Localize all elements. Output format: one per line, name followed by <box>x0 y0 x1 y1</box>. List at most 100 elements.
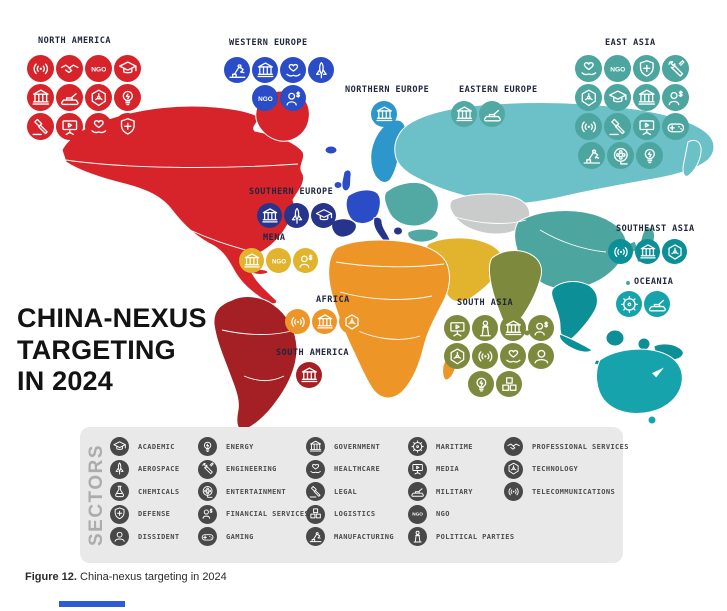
map-tasmania <box>647 415 657 425</box>
map-malaysia-sumatra <box>559 333 593 353</box>
region-label-mena: MENA <box>263 233 286 243</box>
cluster-row <box>575 113 689 140</box>
legend-item-chemicals: CHEMICALS <box>110 482 180 501</box>
legend-item-telecommunications: TELECOMMUNICATIONS <box>504 482 629 501</box>
defense-icon <box>114 113 141 140</box>
legend-label-maritime: MARITIME <box>436 442 473 451</box>
energy-icon <box>636 142 663 169</box>
government-icon <box>633 84 660 111</box>
region-label-southern-europe: SOUTHERN EUROPE <box>249 187 334 197</box>
energy-icon <box>468 371 494 397</box>
aerospace-icon <box>110 459 129 479</box>
political-parties-icon <box>408 527 427 546</box>
svg-text:NGO: NGO <box>258 95 273 102</box>
cluster-row <box>27 84 141 111</box>
logistics-icon <box>496 371 522 397</box>
chemicals-icon <box>110 482 129 501</box>
maritime-icon <box>408 437 427 456</box>
legend-item-professional-services: PROFESSIONAL SERVICES <box>504 437 629 456</box>
manufacturing-icon <box>578 142 605 169</box>
region-cluster-southern-europe <box>257 203 336 228</box>
legend-item-aerospace: AEROSPACE <box>110 459 180 479</box>
legend-item-legal: LEGAL <box>306 482 394 501</box>
manufacturing-icon <box>224 57 250 83</box>
map-greece <box>393 226 403 236</box>
manufacturing-icon <box>306 527 325 546</box>
new-zealand-arrow <box>649 365 667 387</box>
legend-column-4: MARITIME MEDIA MILITARY NGO NGO POLITICAL PAR… <box>408 437 514 546</box>
government-icon <box>257 203 282 228</box>
legend-item-ngo: NGO NGO <box>408 504 514 524</box>
telecommunications-icon <box>27 55 54 82</box>
ngo-icon: NGO <box>604 55 631 82</box>
aerospace-icon <box>284 203 309 228</box>
region-label-north-america: NORTH AMERICA <box>38 36 112 46</box>
professional-services-icon <box>504 437 523 456</box>
legend-label-gaming: GAMING <box>226 532 254 541</box>
government-icon <box>296 362 322 388</box>
footer-accent-bar <box>59 601 125 607</box>
cluster-row <box>444 343 554 369</box>
legend-label-legal: LEGAL <box>334 487 358 496</box>
media-icon <box>444 315 470 341</box>
cluster-row <box>27 113 141 140</box>
military-icon <box>479 101 505 127</box>
defense-icon <box>110 504 129 524</box>
region-cluster-north-america: NGO <box>27 55 141 140</box>
legend-item-technology: TECHNOLOGY <box>504 459 629 479</box>
legend-label-technology: TECHNOLOGY <box>532 465 579 473</box>
cluster-row <box>468 371 554 397</box>
legal-icon <box>27 113 54 140</box>
legend-heading: SECTORS <box>86 443 108 547</box>
region-cluster-africa <box>285 309 364 334</box>
legend-item-financial-services: FINANCIAL SERVICES <box>198 504 310 524</box>
cluster-row: NGO <box>239 248 318 273</box>
legend-label-financial-services: FINANCIAL SERVICES <box>226 510 310 518</box>
gaming-icon <box>662 113 689 140</box>
telecommunications-icon <box>608 239 633 264</box>
legend-column-2: ENERGY ENGINEERING ENTERTAINMENT FINANCIAL … <box>198 437 309 546</box>
financial-services-icon <box>280 85 306 111</box>
map-australia <box>596 348 683 414</box>
cluster-row <box>451 101 505 127</box>
svg-text:NGO: NGO <box>412 512 423 517</box>
ngo-icon: NGO <box>85 55 112 82</box>
legend-item-logistics: LOGISTICS <box>306 504 394 524</box>
energy-icon <box>198 437 217 456</box>
telecommunications-icon <box>285 309 310 334</box>
government-icon <box>252 57 278 83</box>
cluster-row <box>575 84 689 111</box>
svg-text:NGO: NGO <box>91 66 106 73</box>
svg-text:NGO: NGO <box>271 258 285 265</box>
legend-label-ngo: NGO <box>436 510 450 518</box>
legend-label-engineering: ENGINEERING <box>226 465 277 473</box>
healthcare-icon <box>85 113 112 140</box>
professional-services-icon <box>56 55 83 82</box>
technology-icon <box>444 343 470 369</box>
title-line-3: IN 2024 <box>17 366 113 397</box>
cluster-row <box>444 315 554 341</box>
figure-caption-text: China-nexus targeting in 2024 <box>76 571 227 583</box>
media-icon <box>633 113 660 140</box>
government-icon <box>312 309 337 334</box>
map-africa <box>328 239 450 399</box>
map-kamchatka <box>682 139 702 177</box>
legend-item-academic: ACADEMIC <box>110 437 180 456</box>
map-indochina <box>551 281 598 342</box>
energy-icon <box>114 84 141 111</box>
region-cluster-northern-europe <box>371 101 397 127</box>
legend-item-healthcare: HEALTHCARE <box>306 459 394 479</box>
academic-icon <box>110 437 129 456</box>
healthcare-icon <box>306 459 325 479</box>
cluster-row <box>616 291 670 317</box>
legend-item-political-parties: POLITICAL PARTIES <box>408 527 514 546</box>
legend-item-maritime: MARITIME <box>408 437 514 456</box>
region-label-south-asia: SOUTH ASIA <box>457 298 514 308</box>
legend-column-5: PROFESSIONAL SERVICES TECHNOLOGY TELECOMMU… <box>504 437 629 501</box>
technology-icon <box>575 84 602 111</box>
dissident-icon <box>528 343 554 369</box>
legend-label-military: MILITARY <box>436 487 473 496</box>
financial-services-icon <box>293 248 318 273</box>
government-icon <box>500 315 526 341</box>
region-cluster-south-america <box>296 362 322 388</box>
